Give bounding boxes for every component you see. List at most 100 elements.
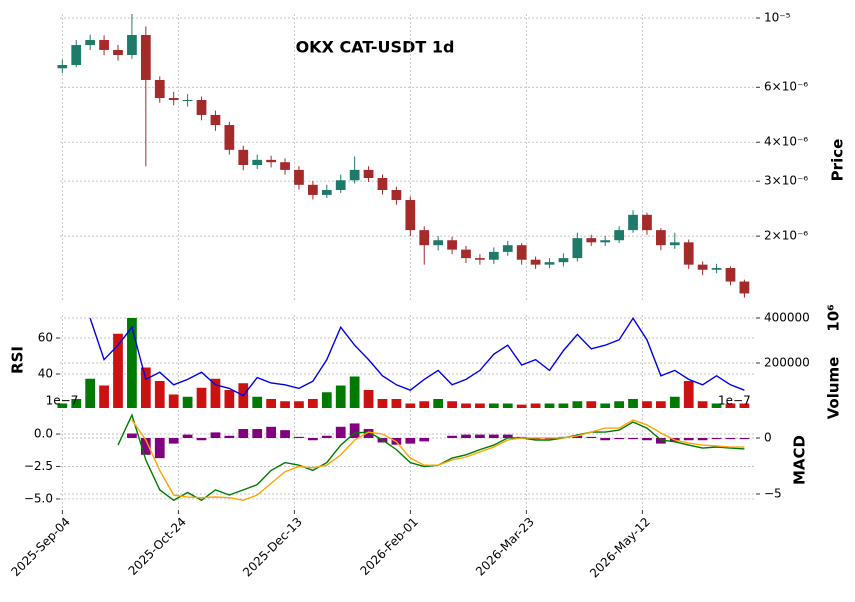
candle-body	[224, 125, 235, 150]
axis-label: Price	[829, 139, 847, 182]
bar	[683, 380, 694, 408]
offset-label: 1e−7	[718, 394, 751, 408]
bar	[224, 435, 235, 438]
bar	[335, 385, 346, 408]
bar	[488, 434, 499, 438]
candle-body	[711, 268, 722, 270]
candle-body	[57, 64, 68, 69]
candle-body	[294, 169, 304, 185]
candle-body	[154, 79, 165, 99]
bar	[628, 399, 638, 408]
bar	[461, 403, 471, 408]
bar	[600, 437, 611, 441]
candle-body	[558, 258, 569, 263]
bar	[182, 396, 193, 408]
bar	[349, 423, 360, 438]
bar	[85, 378, 96, 408]
candle-body	[502, 245, 513, 252]
bar	[669, 396, 680, 408]
y-tick-label: 2×10⁻⁶	[764, 229, 808, 243]
bar	[614, 401, 624, 408]
bar	[252, 396, 263, 408]
candle-body	[182, 100, 193, 102]
candle-body	[168, 98, 179, 101]
bar	[349, 376, 360, 408]
bar	[391, 399, 402, 408]
bar	[614, 437, 624, 440]
bar	[377, 399, 388, 408]
bar	[154, 437, 165, 459]
candle-body	[210, 114, 221, 126]
bar	[196, 387, 207, 408]
candle-body	[85, 40, 96, 46]
bar	[266, 426, 276, 438]
candle-body	[586, 238, 597, 243]
bar	[140, 367, 151, 408]
candle-body	[628, 214, 638, 231]
bar	[725, 437, 736, 440]
bar	[739, 403, 750, 408]
bar	[516, 404, 527, 408]
bar	[697, 437, 708, 441]
bar	[294, 436, 304, 438]
x-tick-label: 2026-Mar-23	[473, 515, 537, 579]
candle-body	[99, 40, 109, 50]
bar	[447, 435, 457, 438]
bar	[656, 401, 666, 408]
bar	[739, 437, 750, 440]
bar	[405, 403, 416, 408]
y-tick-label: 10⁻⁵	[764, 11, 791, 25]
candle-body	[127, 35, 137, 56]
line	[131, 419, 745, 501]
bar	[711, 437, 722, 440]
candle-body	[433, 240, 444, 246]
bar	[127, 317, 137, 408]
bar	[99, 385, 109, 408]
bar	[683, 437, 694, 441]
y-tick-label: 0.0	[34, 427, 53, 441]
bar	[57, 403, 68, 408]
x-tick-label: 2026-Feb-01	[357, 515, 420, 578]
candle-body	[614, 230, 624, 241]
bar	[628, 437, 638, 440]
bar	[168, 394, 179, 408]
candle-body	[461, 249, 471, 259]
bar	[113, 333, 123, 408]
bar	[586, 401, 597, 408]
bar	[71, 399, 82, 408]
bar	[656, 437, 666, 444]
y-tick-label: −5	[764, 486, 782, 500]
candle-body	[683, 242, 694, 265]
bar	[224, 390, 235, 408]
candle-body	[280, 162, 290, 170]
candle-body	[266, 159, 276, 163]
candle-body	[544, 262, 555, 265]
bar	[308, 399, 318, 408]
candle-body	[321, 190, 332, 195]
bar	[210, 432, 221, 438]
bar	[600, 403, 611, 408]
bar	[238, 429, 249, 438]
candle-body	[419, 230, 430, 246]
bar	[294, 401, 304, 408]
bar	[697, 401, 708, 408]
x-tick-label: 2026-May-12	[587, 515, 653, 581]
bar	[433, 399, 444, 408]
bar	[572, 401, 583, 408]
y-tick-label: 40	[38, 367, 53, 381]
candle-body	[113, 49, 123, 56]
candle-body	[238, 149, 249, 165]
y-tick-label: 400000	[764, 310, 810, 324]
bar	[447, 401, 457, 408]
axis-label: Volume	[825, 357, 843, 420]
candle-body	[488, 251, 499, 260]
candle-body	[697, 264, 708, 270]
bar	[168, 437, 179, 444]
bar	[725, 403, 736, 408]
bar	[502, 403, 513, 408]
candle-body	[725, 268, 736, 282]
candle-body	[196, 100, 207, 115]
bar	[405, 437, 416, 444]
